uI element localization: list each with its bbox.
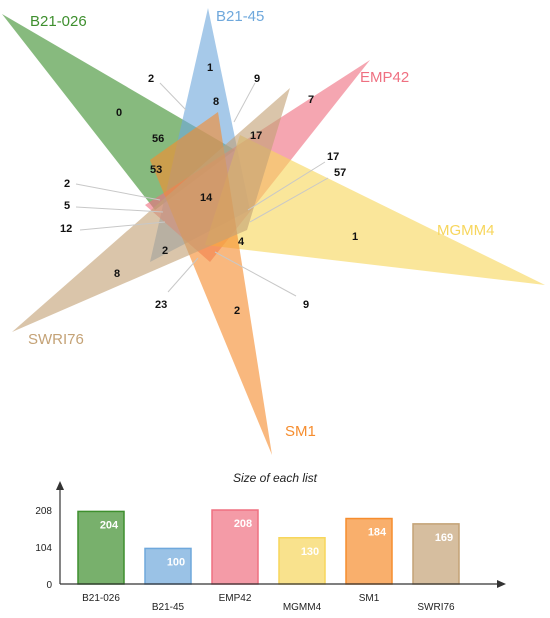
region-count: 17: [250, 130, 262, 142]
bar: [77, 510, 125, 585]
bars-group: 204 100 208 130 184 169: [77, 509, 460, 585]
region-count: 12: [60, 223, 72, 235]
bar-value-label: 169: [435, 532, 453, 544]
bar: [278, 537, 326, 585]
category-label: MGMM4: [283, 602, 322, 613]
region-count: 57: [334, 167, 346, 179]
chart-axes: [56, 481, 506, 588]
venn-diagram: B21-026 B21-45 EMP42 MGMM4 SM1 SWRI76 0 …: [2, 8, 545, 455]
set-label: MGMM4: [437, 222, 495, 239]
category-label: SM1: [359, 593, 380, 604]
region-count: 56: [152, 133, 164, 145]
category-label: EMP42: [219, 593, 252, 604]
bar: [211, 509, 259, 585]
region-count: 5: [64, 200, 70, 212]
bar-value-label: 208: [234, 518, 252, 530]
region-count: 7: [308, 94, 314, 106]
category-label: SWRI76: [417, 602, 455, 613]
region-count: 53: [150, 164, 162, 176]
bar: [144, 547, 192, 585]
region-count: 1: [352, 231, 358, 243]
set-label: EMP42: [360, 69, 409, 86]
category-label: B21-026: [82, 593, 120, 604]
bar-value-label: 130: [301, 546, 319, 558]
region-count: 9: [254, 73, 260, 85]
region-count: 2: [148, 73, 154, 85]
x-categories: B21-026 B21-45 EMP42 MGMM4 SM1 SWRI76: [82, 593, 455, 613]
chart-title: Size of each list: [233, 471, 318, 485]
region-count: 8: [114, 268, 120, 280]
region-count: 17: [327, 151, 339, 163]
bar: [345, 517, 393, 585]
bar-value-label: 100: [167, 556, 185, 568]
region-count: 4: [238, 236, 245, 248]
y-tick-label: 208: [35, 506, 52, 517]
set-label: B21-026: [30, 13, 87, 30]
bar-value-label: 204: [100, 519, 119, 531]
size-bar-chart: Size of each list 204 100 208 130 184 169 0 10…: [35, 471, 506, 613]
set-shape: [205, 135, 545, 285]
set-shape: [12, 88, 290, 332]
region-count: 2: [162, 245, 168, 257]
set-label: B21-45: [216, 8, 264, 25]
region-count: 2: [64, 178, 70, 190]
set-label: SM1: [285, 423, 316, 440]
bar-value-label: 184: [368, 527, 387, 539]
region-count: 14: [200, 192, 213, 204]
y-ticks: 0 104 208: [35, 506, 52, 591]
region-count: 8: [213, 96, 219, 108]
y-tick-label: 0: [46, 580, 52, 591]
region-count: 0: [116, 107, 122, 119]
set-label: SWRI76: [28, 331, 84, 348]
region-count: 23: [155, 299, 167, 311]
bar: [412, 523, 460, 585]
region-count: 9: [303, 299, 309, 311]
category-label: B21-45: [152, 602, 185, 613]
y-tick-label: 104: [35, 543, 52, 554]
callout-lines: [75, 82, 329, 297]
region-count: 2: [234, 305, 240, 317]
region-count: 1: [207, 62, 213, 74]
